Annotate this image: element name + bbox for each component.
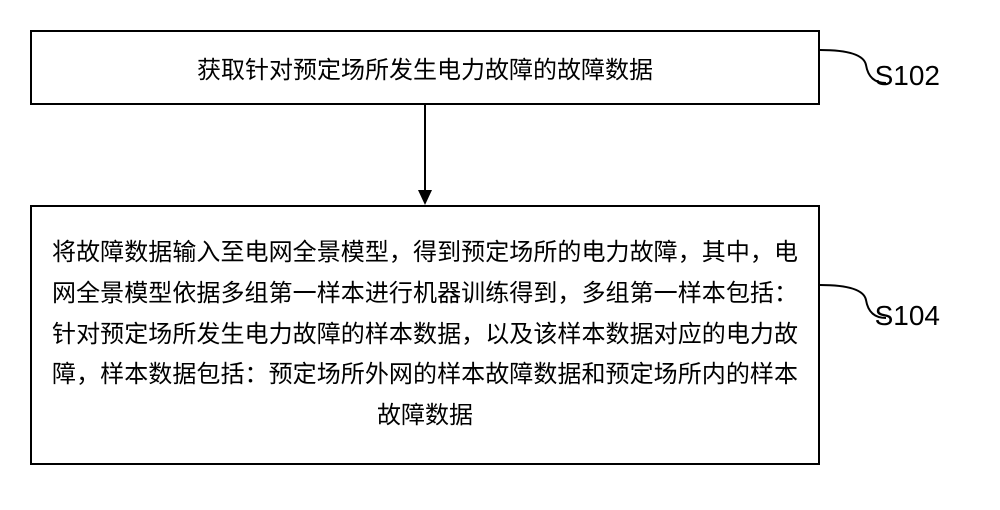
flowchart-diagram: 获取针对预定场所发生电力故障的故障数据 S102 将故障数据输入至电网全景模型，…: [0, 0, 1000, 510]
step-1-text: 获取针对预定场所发生电力故障的故障数据: [197, 50, 653, 85]
flowchart-step-2: 将故障数据输入至电网全景模型，得到预定场所的电力故障，其中，电网全景模型依据多组…: [30, 205, 820, 465]
flow-arrow: [415, 105, 435, 207]
step-2-text: 将故障数据输入至电网全景模型，得到预定场所的电力故障，其中，电网全景模型依据多组…: [52, 233, 798, 437]
step-2-label: S104: [875, 300, 940, 332]
flowchart-step-1: 获取针对预定场所发生电力故障的故障数据: [30, 30, 820, 105]
step-1-label: S102: [875, 60, 940, 92]
